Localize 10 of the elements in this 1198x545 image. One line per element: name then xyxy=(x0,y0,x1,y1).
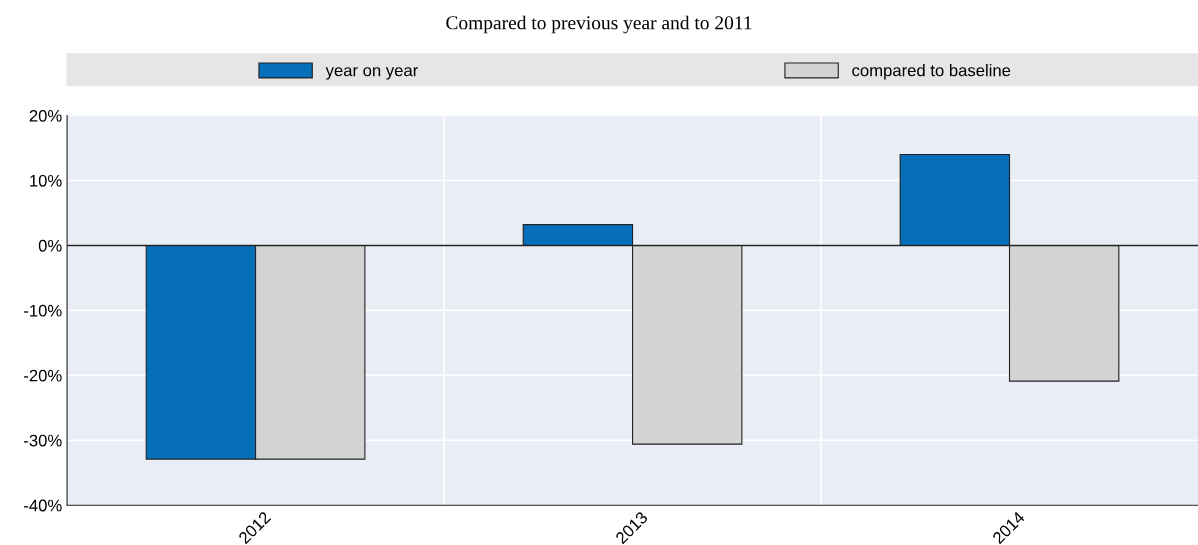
y-tick-label: -30% xyxy=(24,434,62,447)
legend-label: compared to baseline xyxy=(852,64,1011,80)
y-tick-label: 20% xyxy=(29,109,62,122)
y-tick-label: -10% xyxy=(24,304,62,317)
y-tick-label: 10% xyxy=(30,174,62,187)
y-tick-label: -20% xyxy=(24,369,62,382)
chart-title: Compared to previous year and to 2011 xyxy=(446,15,752,34)
y-tick-label: -40% xyxy=(24,499,62,512)
y-tick-label: 0% xyxy=(38,239,62,252)
legend-label: year on year xyxy=(325,67,418,80)
